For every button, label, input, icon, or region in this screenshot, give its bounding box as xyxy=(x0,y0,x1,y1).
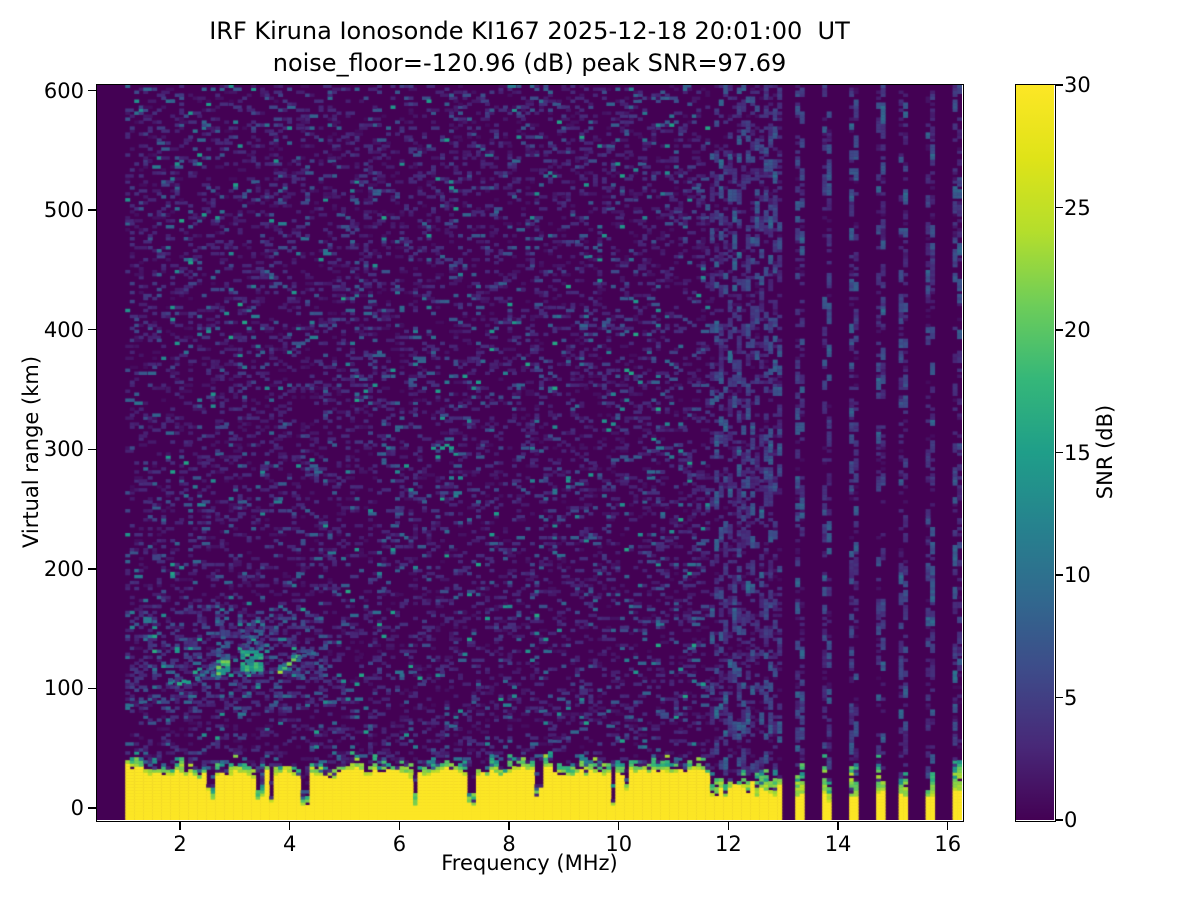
x-tick-mark xyxy=(398,821,401,830)
x-tick-label: 14 xyxy=(824,832,852,856)
colorbar-label: SNR (dB) xyxy=(1093,404,1117,500)
colorbar-tick-mark xyxy=(1055,696,1063,699)
colorbar-tick-label: 15 xyxy=(1064,440,1091,465)
plot-title: IRF Kiruna Ionosonde KI167 2025-12-18 20… xyxy=(209,17,850,45)
colorbar-tick-label: 10 xyxy=(1064,563,1091,587)
colorbar-tick-mark xyxy=(1055,329,1063,331)
colorbar-tick-label: 0 xyxy=(1064,808,1078,832)
x-tick-label: 16 xyxy=(934,832,962,856)
y-tick-label: 300 xyxy=(43,437,84,462)
y-tick-label: 200 xyxy=(43,556,84,581)
colorbar-tick-label: 30 xyxy=(1064,73,1091,97)
colorbar-tick-mark xyxy=(1055,819,1063,821)
colorbar-tick-mark xyxy=(1055,206,1063,209)
y-tick-label: 400 xyxy=(43,317,84,342)
y-tick-label: 100 xyxy=(43,676,84,701)
x-tick-label: 6 xyxy=(392,832,407,856)
y-tick-mark xyxy=(87,687,96,690)
x-tick-mark xyxy=(288,821,291,830)
y-tick-label: 600 xyxy=(43,78,84,103)
colorbar-tick-label: 20 xyxy=(1064,318,1091,342)
y-tick-mark xyxy=(87,448,96,451)
x-tick-label: 12 xyxy=(715,832,742,856)
colorbar-tick-mark xyxy=(1055,451,1063,454)
y-tick-label: 0 xyxy=(70,796,84,821)
x-tick-label: 4 xyxy=(283,832,297,856)
x-tick-mark xyxy=(179,821,181,830)
y-tick-label: 500 xyxy=(43,198,84,223)
colorbar-tick-label: 5 xyxy=(1064,685,1078,710)
y-tick-mark xyxy=(87,89,96,92)
x-tick-label: 2 xyxy=(173,832,187,856)
x-tick-mark xyxy=(837,821,839,830)
plot-subtitle: noise_floor=-120.96 (dB) peak SNR=97.69 xyxy=(272,49,787,77)
x-tick-mark xyxy=(508,821,510,830)
x-tick-label: 8 xyxy=(502,832,516,856)
x-tick-mark xyxy=(617,821,620,830)
y-tick-mark xyxy=(87,807,96,809)
x-axis-label: Frequency (MHz) xyxy=(441,851,618,875)
colorbar-tick-mark xyxy=(1055,84,1063,86)
y-tick-mark xyxy=(87,328,96,331)
y-tick-mark xyxy=(87,209,96,211)
ionogram-canvas xyxy=(97,85,962,820)
x-tick-mark xyxy=(946,821,949,830)
x-tick-label: 10 xyxy=(605,832,633,856)
y-tick-mark xyxy=(87,568,96,570)
colorbar-gradient xyxy=(1016,85,1054,820)
x-tick-mark xyxy=(727,821,730,830)
colorbar-tick-mark xyxy=(1055,574,1063,576)
colorbar-tick-label: 25 xyxy=(1064,195,1091,220)
